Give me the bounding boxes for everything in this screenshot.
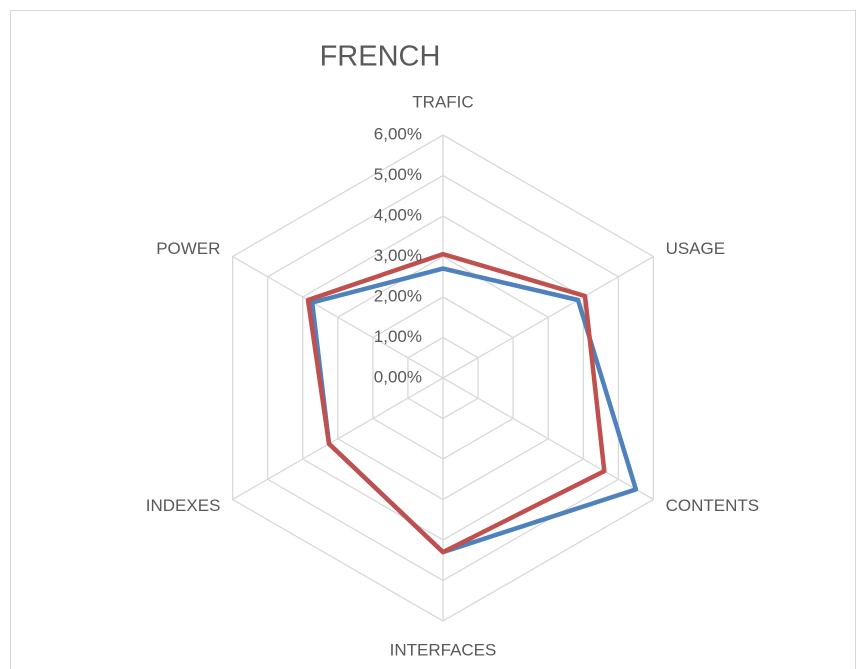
- axis-tick-label: 2,00%: [374, 286, 422, 305]
- chart-frame: [10, 10, 856, 669]
- spoke: [442, 255, 654, 379]
- category-label: TRAFIC: [412, 92, 473, 111]
- spoke: [232, 377, 444, 501]
- category-label: INDEXES: [146, 496, 221, 515]
- category-label: POWER: [156, 239, 220, 258]
- axis-tick-label: 6,00%: [374, 124, 422, 143]
- spoke: [442, 377, 654, 501]
- spoke: [232, 255, 444, 379]
- axis-tick-label: 1,00%: [374, 327, 422, 346]
- axis-tick-label: 3,00%: [374, 246, 422, 265]
- category-label: USAGE: [666, 239, 726, 258]
- axis-tick-label: 4,00%: [374, 205, 422, 224]
- series-line: [305, 251, 607, 555]
- axis-tick-label: 5,00%: [374, 165, 422, 184]
- chart-title: FRENCH: [320, 41, 441, 73]
- axis-tick-label: 0,00%: [374, 367, 422, 386]
- category-label: CONTENTS: [666, 496, 760, 515]
- category-label: INTERFACES: [390, 640, 497, 659]
